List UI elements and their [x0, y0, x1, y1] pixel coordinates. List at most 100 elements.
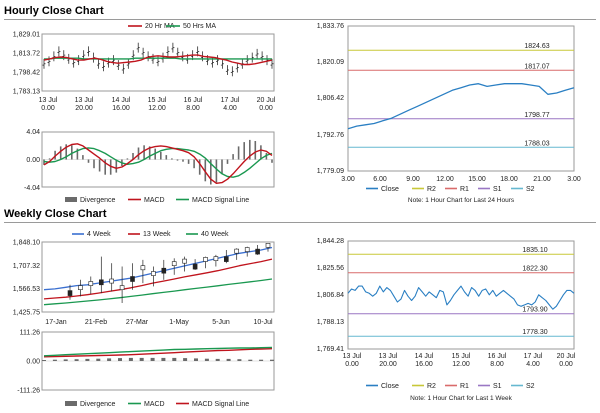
legend-r2-label: R2: [427, 186, 436, 193]
hourly-price-xtick-6-time: 4.00: [223, 105, 237, 112]
hourly-price-xtick-6-date: 17 Jul: [221, 97, 240, 104]
week13-line: [43, 258, 273, 300]
hourly-price-xtick-2-time: 20.00: [75, 105, 93, 112]
week4-line: [43, 246, 273, 291]
hourly-price-xtick-7-time: 0.00: [259, 105, 273, 112]
weekly-candle-body: [99, 279, 104, 286]
weekly-legend-s1-label: S1: [493, 383, 502, 390]
hourly-price-xtick-1-date: 13 Jul: [39, 97, 58, 104]
weekly-candle-body: [171, 261, 177, 266]
weekly-candle-body: [67, 290, 73, 296]
weekly-legend-signal-label: MACD Signal Line: [192, 401, 249, 408]
hourly-levels-xtick-8: 3.00: [567, 176, 581, 183]
weekly-price-xtick-6: 10-Jul: [253, 319, 273, 326]
ma-50hr-line: [44, 57, 272, 60]
weekly-candle-body: [88, 281, 94, 286]
weekly-price-xtick-5: 5-Jun: [212, 319, 230, 326]
weekly-levels-ytick-2: 1,825.56: [317, 265, 344, 272]
hourly-price-xtick-4-time: 12.00: [148, 105, 166, 112]
weekly-candle-body: [224, 256, 229, 262]
hourly-levels-plot: 1824.63 1817.07 1798.77 1788.03: [347, 43, 575, 148]
hourly-section-title: Hourly Close Chart: [4, 5, 104, 17]
level-label-s2: 1778.30: [522, 329, 547, 336]
legend-macd-label: MACD: [144, 197, 165, 204]
hourly-macd-ytick-3: -4.04: [24, 185, 40, 192]
hourly-section-divider: [4, 19, 596, 20]
hourly-price-xtick-5-date: 16 Jul: [184, 97, 203, 104]
weekly-levels-chart: 1,844.28 1,825.56 1,806.84 1,788.13 1,76…: [317, 238, 576, 402]
weekly-price-xtick-2: 21-Feb: [85, 319, 107, 326]
weekly-candle-body: [203, 257, 208, 262]
weekly-levels-xtick-3-date: 14 Jul: [415, 353, 434, 360]
weekly-levels-xtick-4-time: 12.00: [452, 361, 470, 368]
weekly-macd-ytick-3: -111.26: [17, 388, 40, 395]
hourly-price-xtick-4-date: 15 Jul: [148, 97, 167, 104]
level-label-r2: 1824.63: [524, 43, 549, 50]
hourly-levels-xtick-1: 3.00: [341, 176, 355, 183]
legend-close-label: Close: [381, 186, 399, 193]
weekly-levels-plot: 1835.10 1822.30 1793.90 1778.30: [347, 247, 575, 337]
weekly-divergence-bar: [85, 358, 90, 361]
hourly-price-chart: 20 Hr MA 50 Hrs MA 1,829.01 1,813.72 1,7…: [13, 23, 276, 112]
hourly-price-xtick-3-date: 14 Jul: [112, 97, 131, 104]
hourly-levels-xtick-4: 12.00: [436, 176, 454, 183]
level-label-r2: 1835.10: [522, 247, 547, 254]
weekly-price-xtick-4: 1-May: [169, 319, 189, 326]
weekly-levels-ytick-1: 1,844.28: [317, 238, 344, 245]
weekly-divergence-bar: [172, 357, 177, 361]
weekly-levels-xtick-3-time: 16.00: [415, 361, 433, 368]
weekly-divergence-bar: [183, 358, 188, 361]
weekly-price-frame: [41, 241, 275, 313]
weekly-levels-xtick-7-date: 20 Jul: [557, 353, 576, 360]
week40-line: [43, 278, 273, 306]
weekly-levels-xtick-7-time: 0.00: [559, 361, 573, 368]
weekly-levels-ytick-5: 1,769.41: [317, 346, 344, 353]
hourly-levels-note: Note: 1 Hour Chart for Last 24 Hours: [408, 197, 515, 204]
weekly-price-ytick-4: 1,425.75: [13, 310, 40, 317]
weekly-price-ytick-3: 1,566.53: [13, 286, 40, 293]
weekly-price-chart: 4 Week 13 Week 40 Week 1,848.10 1,707.32…: [13, 231, 275, 326]
legend-s1-label: S1: [493, 186, 502, 193]
weekly-levels-xtick-1-date: 13 Jul: [343, 353, 362, 360]
weekly-candle-body: [78, 285, 83, 290]
weekly-divergence-bar: [63, 359, 68, 361]
hourly-levels-xaxis: 3.00 6.00 9.00 12.00 15.00 18.00 21.00 3…: [341, 176, 581, 183]
weekly-candle-body: [234, 248, 239, 254]
weekly-divergence-bar: [150, 357, 155, 361]
weekly-levels-xtick-2-time: 20.00: [379, 361, 397, 368]
weekly-candle-body: [130, 276, 135, 282]
weekly-levels-xtick-6-date: 17 Jul: [524, 353, 543, 360]
hourly-macd-ytick-1: 4.04: [26, 129, 40, 136]
level-label-r1: 1822.30: [522, 266, 547, 273]
legend-20hr-ma-label: 20 Hr MA: [145, 23, 175, 30]
hourly-levels-ytick-3: 1,806.42: [317, 95, 344, 102]
weekly-divergence-bar: [52, 359, 57, 361]
weekly-candle-body: [192, 263, 198, 270]
weekly-price-ytick-1: 1,848.10: [13, 240, 40, 247]
weekly-price-xtick-3: 27-Mar: [126, 319, 149, 326]
weekly-legend-r2-label: R2: [427, 383, 436, 390]
weekly-levels-ytick-4: 1,788.13: [317, 319, 344, 326]
hourly-price-ytick-2: 1,813.72: [13, 51, 40, 58]
weekly-legend-macd-label: MACD: [144, 401, 165, 408]
legend-13-week-label: 13 Week: [143, 231, 171, 238]
weekly-legend-divergence-swatch: [65, 401, 77, 406]
hourly-price-ytick-4: 1,783.13: [13, 89, 40, 96]
weekly-section-title: Weekly Close Chart: [4, 208, 107, 220]
hourly-price-plot: [42, 42, 274, 77]
weekly-candle-body: [182, 258, 187, 264]
weekly-macd-legend: Divergence MACD MACD Signal Line: [65, 401, 249, 408]
weekly-levels-note: Note: 1 Hour Chart for Last 1 Week: [410, 395, 513, 402]
weekly-price-legend: 4 Week 13 Week 40 Week: [72, 231, 229, 238]
level-label-s2: 1788.03: [524, 140, 549, 147]
legend-4-week-label: 4 Week: [87, 231, 111, 238]
weekly-macd-line: [43, 346, 273, 357]
weekly-candle-body: [109, 278, 114, 284]
weekly-levels-xtick-2-date: 13 Jul: [379, 353, 398, 360]
weekly-divergence-bar: [96, 358, 101, 361]
hourly-macd-legend: Divergence MACD MACD Signal Line: [65, 197, 249, 204]
weekly-divergence-bar: [118, 358, 122, 361]
weekly-candle-body: [140, 265, 146, 271]
weekly-macd-signal-line: [43, 348, 273, 358]
legend-r1-label: R1: [460, 186, 469, 193]
